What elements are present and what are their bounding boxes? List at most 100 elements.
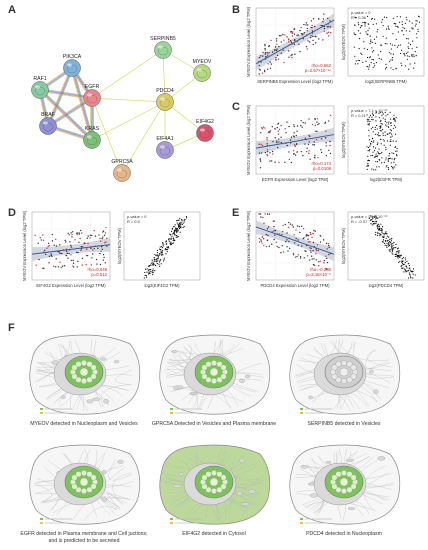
- scatter-point: [82, 245, 84, 248]
- scatter-point: [276, 43, 278, 46]
- scatter-point: [353, 46, 355, 48]
- scatter-point: [388, 155, 390, 157]
- scatter-point: [388, 28, 390, 30]
- scatter-point: [169, 233, 171, 235]
- scatter-point: [370, 219, 372, 221]
- scatter-point: [267, 234, 269, 237]
- scatter-point: [273, 220, 275, 222]
- scatter-point: [374, 128, 376, 131]
- scatter-point: [102, 254, 105, 256]
- panel-label-a: A: [8, 4, 16, 16]
- network-node-kras: KRAS: [83, 126, 101, 149]
- scatter-point: [370, 18, 373, 20]
- scatter-point: [392, 68, 394, 71]
- left-plot-ylabel: MYEOV Expression Level (log2 TPM): [246, 104, 251, 175]
- scatter-point: [313, 25, 316, 28]
- scatter-point: [368, 150, 370, 152]
- scatter-point: [55, 258, 57, 260]
- scatter-point: [372, 126, 374, 128]
- scatter-point: [268, 131, 271, 134]
- scatter-point: [393, 166, 395, 168]
- scatter-point: [401, 24, 403, 26]
- scatter-point: [379, 233, 381, 235]
- scatter-point: [367, 150, 369, 152]
- scatter-point: [375, 153, 377, 155]
- network-node-eif4g2: EIF4G2: [196, 119, 214, 142]
- scatter-point: [70, 254, 72, 256]
- scatter-point: [388, 51, 390, 54]
- scatter-point: [268, 52, 270, 54]
- scatter-point: [274, 46, 277, 48]
- scatter-point: [391, 135, 393, 137]
- scatter-point: [258, 64, 260, 67]
- scatter-point: [386, 16, 388, 19]
- scatter-point: [394, 126, 397, 128]
- scatter-point: [150, 270, 152, 273]
- scatter-point: [264, 51, 267, 54]
- left-plot-xlabel: EGFR Expression Level (log2 TPM): [262, 177, 329, 182]
- scatter-point: [402, 264, 404, 266]
- network-edge: [91, 97, 166, 103]
- scatter-point: [389, 249, 391, 251]
- scatter-point: [390, 48, 392, 50]
- scatter-point: [397, 31, 400, 33]
- scatter-point: [376, 166, 378, 168]
- scatter-point: [396, 46, 399, 48]
- scatter-point: [315, 249, 318, 252]
- scatter-point: [300, 124, 302, 127]
- scatter-point: [274, 128, 277, 130]
- scatter-point: [374, 147, 377, 149]
- scatter-point: [151, 271, 153, 273]
- scatter-point: [260, 216, 262, 218]
- correlation-stat: rho=0.562: [312, 63, 332, 68]
- scatter-point: [296, 151, 298, 154]
- scatter-point: [44, 253, 47, 256]
- network-node-braf: BRAF: [39, 112, 57, 135]
- scatter-point: [386, 233, 388, 235]
- left-plot-xlabel: PDCD4 Expression Level (log2 TPM): [260, 283, 330, 288]
- scatter-point: [408, 267, 410, 270]
- scatter-point: [320, 149, 322, 151]
- scatter-point: [389, 132, 391, 134]
- scatter-point: [275, 49, 278, 52]
- scatter-point: [377, 54, 379, 56]
- network-node-label: KRAS: [85, 126, 100, 132]
- scatter-point: [372, 66, 374, 68]
- scatter-point: [78, 241, 80, 243]
- scatter-point: [150, 262, 153, 264]
- scatter-point: [268, 213, 270, 216]
- scatter-point: [167, 246, 170, 248]
- scatter-point: [372, 217, 374, 219]
- scatter-point: [168, 247, 170, 249]
- scatter-point: [390, 136, 392, 138]
- network-node-myeov: MYEOV: [193, 59, 212, 82]
- scatter-point: [156, 252, 159, 254]
- scatter-point: [406, 55, 408, 57]
- scatter-point: [404, 22, 406, 24]
- scatter-point: [70, 244, 72, 247]
- regression-line: [255, 226, 335, 255]
- scatter-point: [34, 234, 36, 237]
- scatter-point: [178, 227, 181, 230]
- network-edge: [47, 96, 92, 126]
- scatter-point: [149, 272, 151, 274]
- scatter-point: [385, 146, 387, 148]
- scatter-point: [296, 130, 298, 132]
- scatter-point: [259, 159, 261, 161]
- scatter-point: [378, 223, 380, 225]
- scatter-point: [390, 139, 392, 141]
- scatter-point: [266, 213, 269, 215]
- scatter-point: [282, 230, 284, 233]
- scatter-point: [54, 266, 57, 268]
- scatter-point: [293, 234, 295, 236]
- scatter-point: [385, 159, 387, 161]
- scatter-point: [376, 143, 379, 145]
- scatter-point: [371, 17, 374, 20]
- scatter-point: [81, 257, 84, 260]
- scatter-point: [394, 44, 396, 47]
- scatter-point: [85, 248, 88, 250]
- scatter-point: [384, 239, 387, 242]
- scatter-point: [180, 223, 182, 225]
- scatter-point: [376, 156, 378, 158]
- scatter-point: [155, 264, 157, 267]
